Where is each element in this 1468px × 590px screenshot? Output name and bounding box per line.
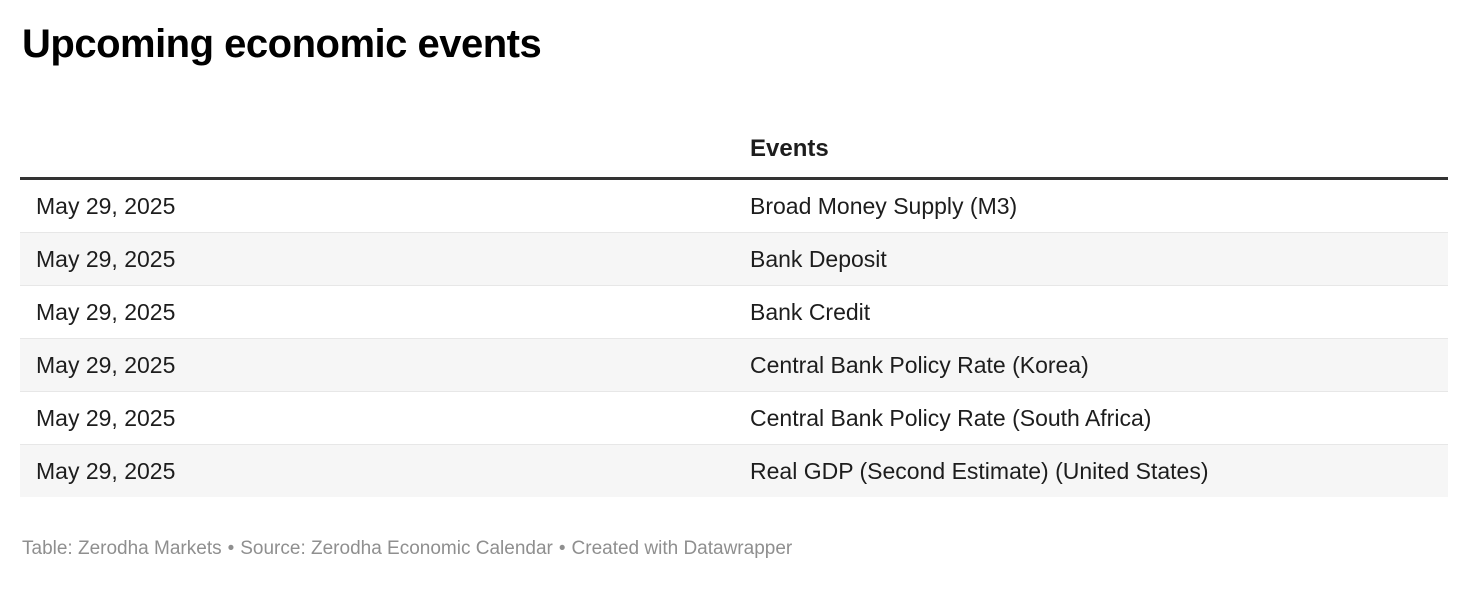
table-row: May 29, 2025 Central Bank Policy Rate (K…	[20, 338, 1448, 392]
date-cell: May 29, 2025	[20, 285, 734, 339]
events-table: Events May 29, 2025 Broad Money Supply (…	[20, 66, 1448, 497]
created-credit: Created with Datawrapper	[571, 538, 793, 559]
column-header-date	[20, 66, 734, 180]
event-cell: Central Bank Policy Rate (South Africa)	[734, 391, 1448, 445]
event-cell: Broad Money Supply (M3)	[750, 193, 1018, 219]
table-credit: Table: Zerodha Markets	[22, 538, 222, 559]
table-header: Events	[20, 66, 1448, 180]
source-credit: Source: Zerodha Economic Calendar	[240, 538, 553, 559]
datawrapper-table-embed: Upcoming economic events Events May 29, …	[0, 22, 1468, 561]
separator-dot: •	[558, 538, 566, 559]
table-body: May 29, 2025 Broad Money Supply (M3) May…	[20, 179, 1448, 497]
event-cell: Bank Deposit	[734, 232, 1448, 286]
separator-dot: •	[227, 538, 235, 559]
table-row: May 29, 2025 Bank Credit	[20, 285, 1448, 339]
event-cell: Central Bank Policy Rate (Korea)	[734, 338, 1448, 392]
date-cell: May 29, 2025	[36, 193, 176, 219]
column-header-events: Events	[734, 66, 1448, 180]
date-cell: May 29, 2025	[20, 391, 734, 445]
date-cell: May 29, 2025	[20, 444, 734, 497]
header-row: Events	[20, 66, 1448, 180]
event-cell: Real GDP (Second Estimate) (United State…	[734, 444, 1448, 497]
page-title: Upcoming economic events	[22, 22, 542, 66]
date-cell: May 29, 2025	[20, 338, 734, 392]
event-cell: Bank Credit	[734, 285, 1448, 339]
table-row: May 29, 2025 Real GDP (Second Estimate) …	[20, 444, 1448, 497]
date-cell: May 29, 2025	[20, 232, 734, 286]
footer-attribution: Table: Zerodha Markets • Source: Zerodha E…	[22, 537, 1448, 561]
table-row: May 29, 2025 Broad Money Supply (M3)	[20, 179, 1448, 233]
table-row: May 29, 2025 Central Bank Policy Rate (S…	[20, 391, 1448, 445]
table-row: May 29, 2025 Bank Deposit	[20, 232, 1448, 286]
